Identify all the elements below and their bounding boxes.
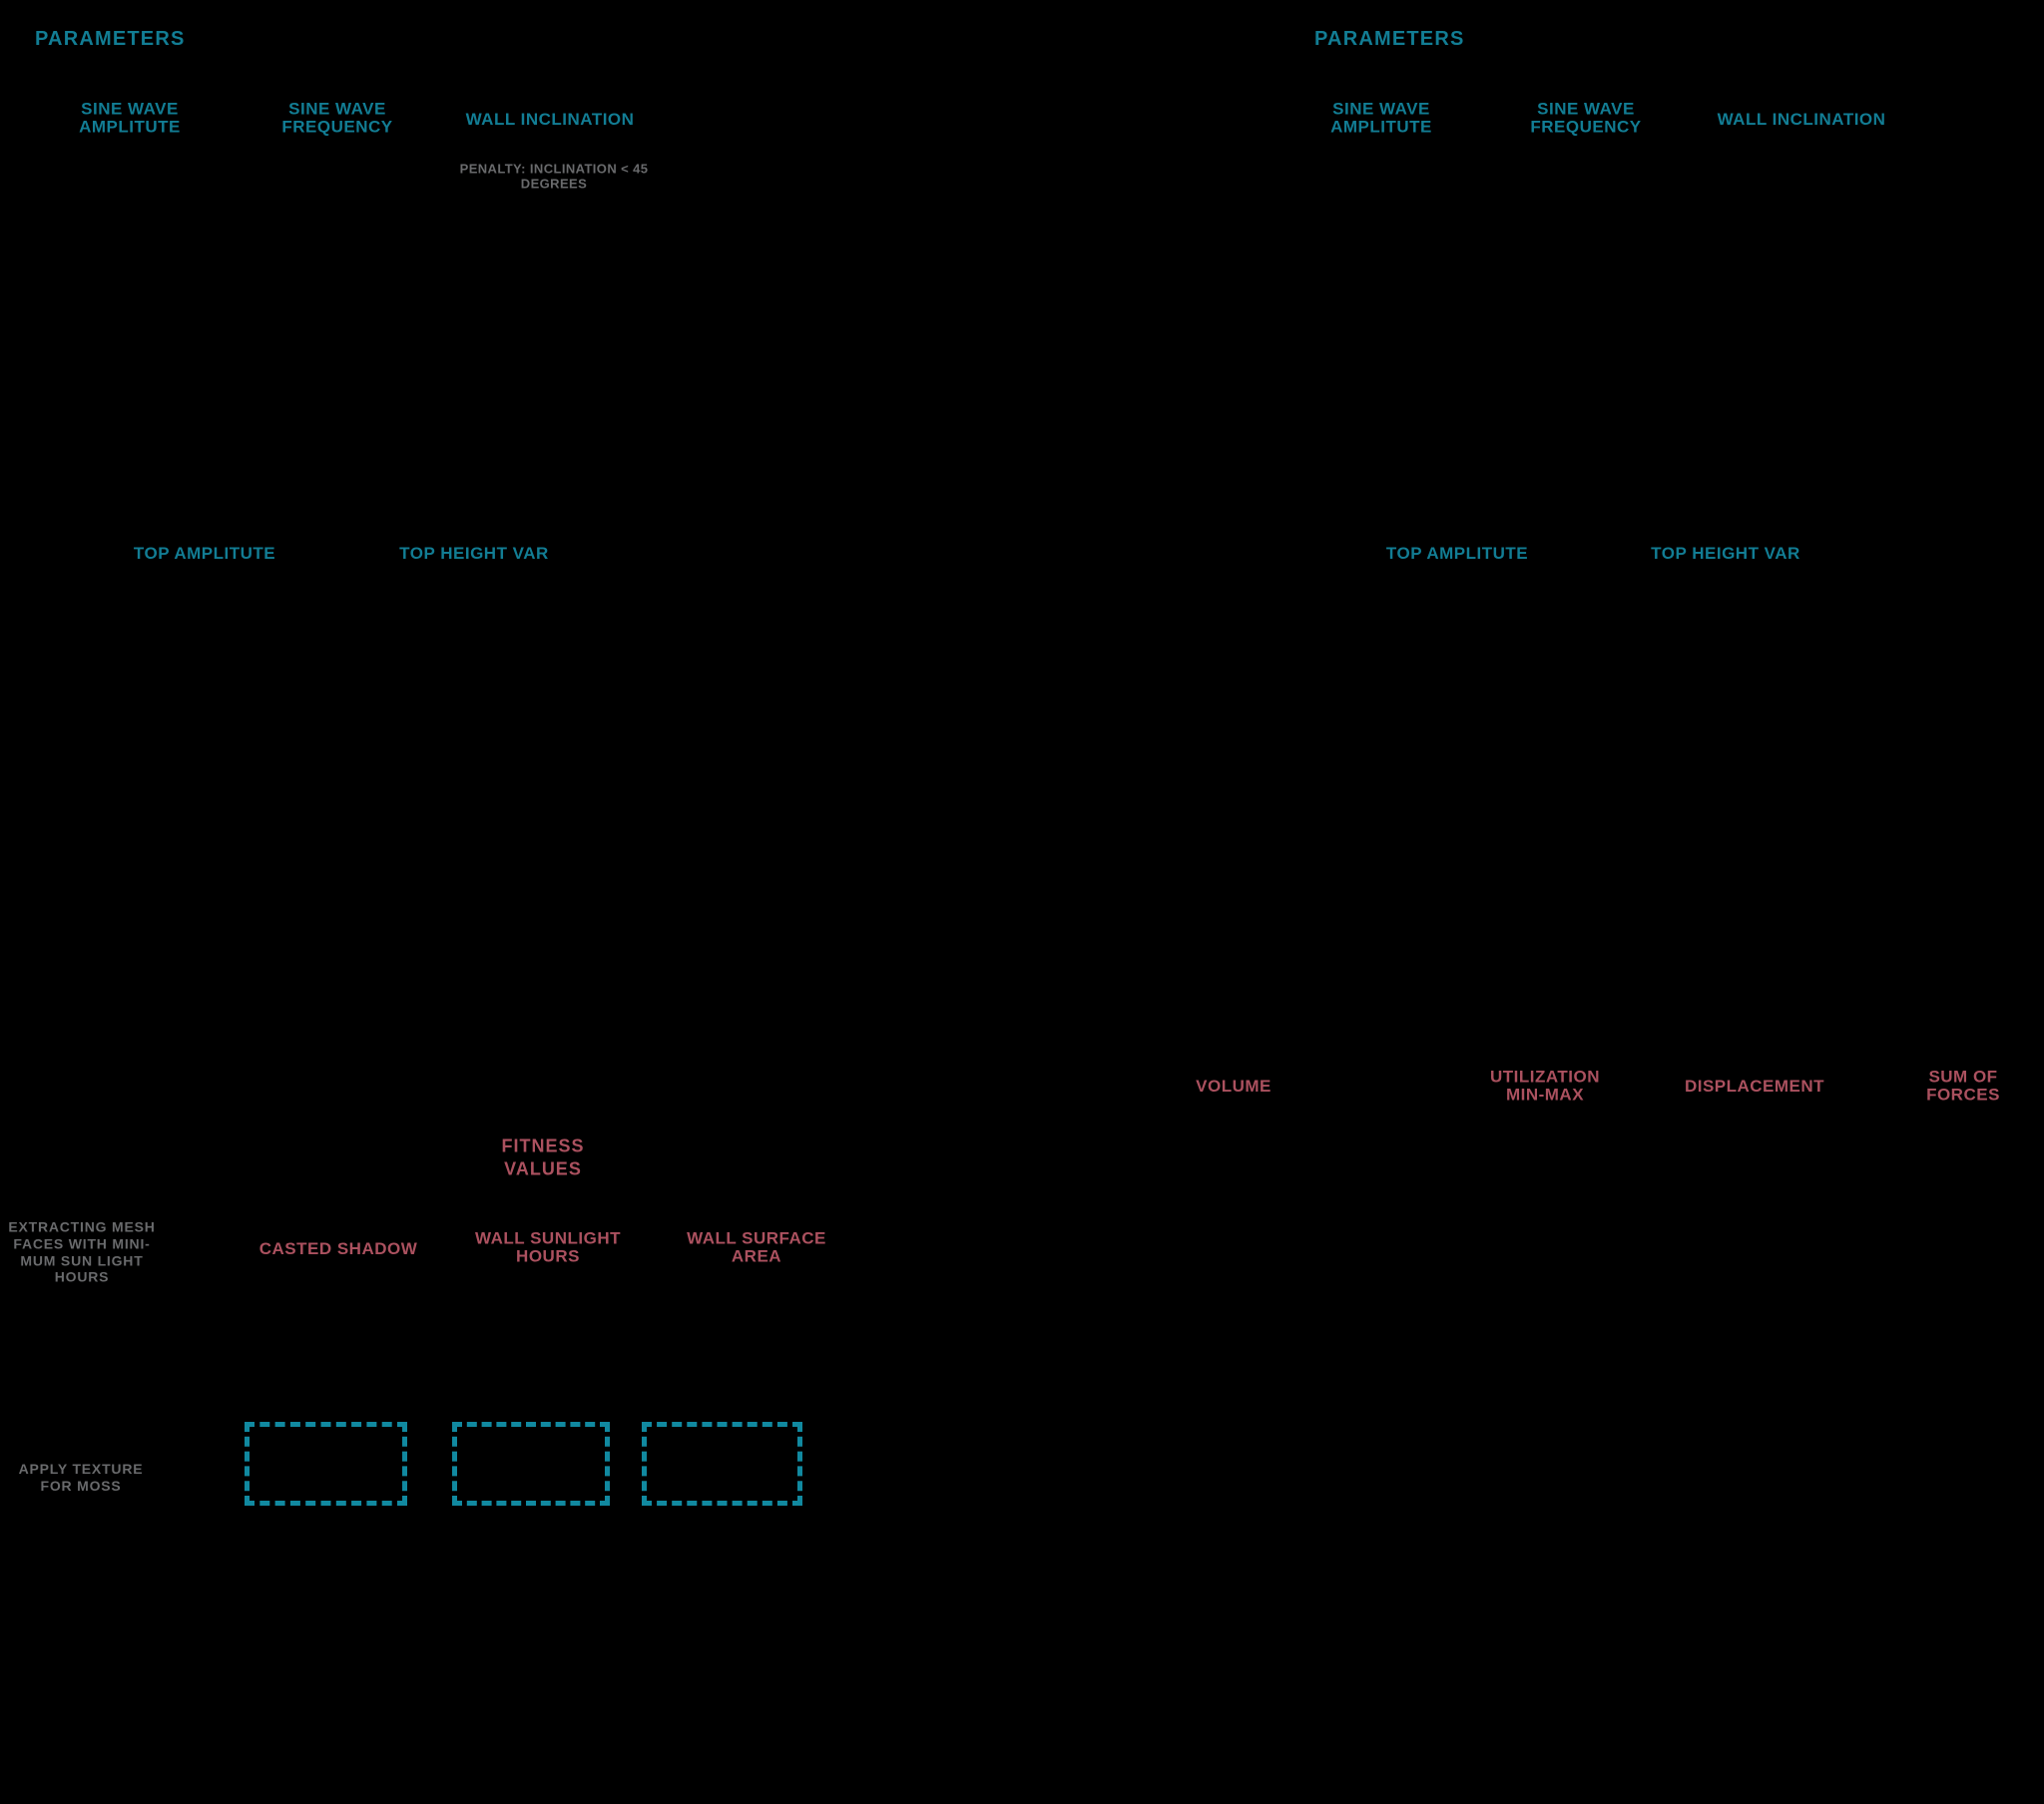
sum-of-forces-label: SUM OF FORCES bbox=[1926, 1067, 2000, 1105]
left-top-height-var-label: TOP HEIGHT VAR bbox=[399, 543, 549, 563]
right-top-height-var-label: TOP HEIGHT VAR bbox=[1651, 543, 1800, 563]
displacement-label: DISPLACEMENT bbox=[1684, 1076, 1825, 1096]
utilization-min-max-label: UTILIZATION MIN-MAX bbox=[1490, 1067, 1600, 1105]
volume-label: VOLUME bbox=[1196, 1076, 1272, 1096]
right-wall-inclination-label: WALL INCLINATION bbox=[1717, 109, 1886, 129]
penalty-inclination-note: PENALTY: INCLINATION < 45 DEGREES bbox=[459, 161, 649, 192]
right-sine-wave-amplitude-label: SINE WAVE AMPLITUTE bbox=[1330, 99, 1432, 137]
left-sine-wave-amplitude-label: SINE WAVE AMPLITUTE bbox=[79, 99, 181, 137]
wall-sunlight-hours-label: WALL SUNLIGHT HOURS bbox=[475, 1228, 621, 1266]
moss-texture-slot-2 bbox=[452, 1422, 610, 1506]
fitness-values-heading: FITNESS VALUES bbox=[501, 1135, 585, 1179]
moss-texture-slot-3 bbox=[642, 1422, 802, 1506]
left-top-amplitude-label: TOP AMPLITUTE bbox=[133, 543, 276, 563]
right-top-amplitude-label: TOP AMPLITUTE bbox=[1385, 543, 1529, 563]
right-parameters-title: PARAMETERS bbox=[1314, 28, 1465, 50]
right-sine-wave-frequency-label: SINE WAVE FREQUENCY bbox=[1530, 99, 1642, 137]
left-wall-inclination-label: WALL INCLINATION bbox=[465, 109, 635, 129]
left-parameters-title: PARAMETERS bbox=[35, 28, 186, 50]
moss-texture-slot-1 bbox=[245, 1422, 407, 1506]
left-sine-wave-frequency-label: SINE WAVE FREQUENCY bbox=[281, 99, 393, 137]
apply-texture-moss-note: APPLY TEXTURE FOR MOSS bbox=[18, 1461, 144, 1494]
wall-surface-area-label: WALL SURFACE AREA bbox=[687, 1228, 826, 1266]
casted-shadow-label: CASTED SHADOW bbox=[258, 1238, 418, 1258]
extracting-mesh-note: EXTRACTING MESH FACES WITH MINI- MUM SUN… bbox=[8, 1218, 156, 1285]
